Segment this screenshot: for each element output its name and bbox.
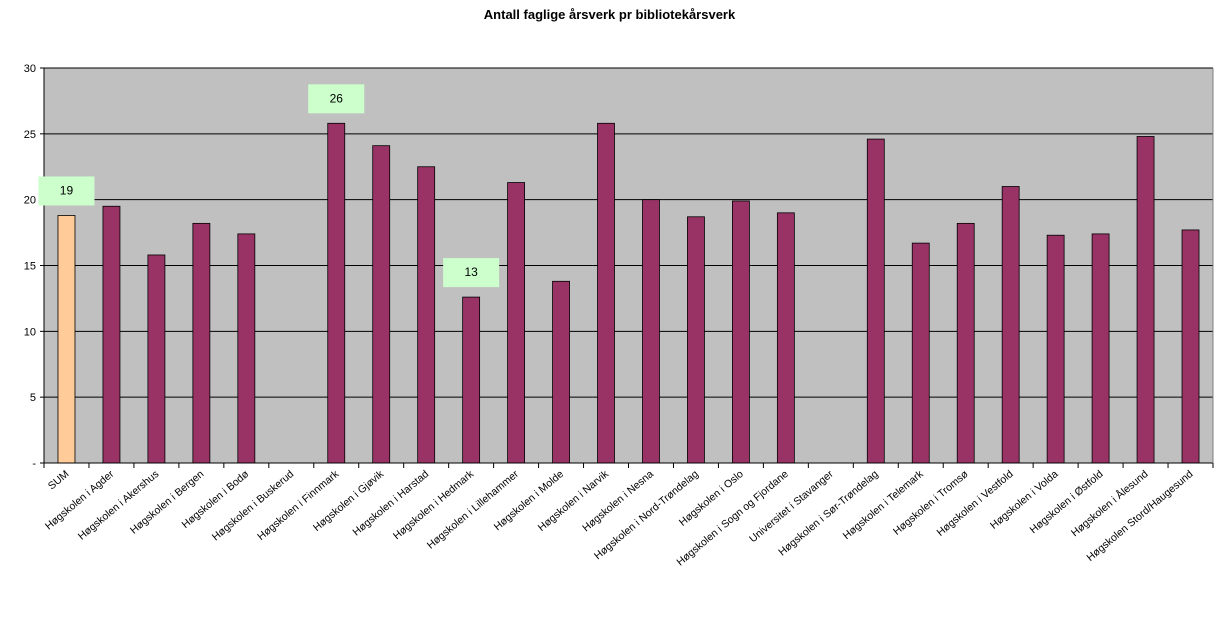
bar [192, 222, 211, 464]
x-tick-label: Universitet i Stavanger [747, 468, 836, 545]
bar [866, 138, 885, 464]
bar [1091, 233, 1110, 464]
x-tick-label: Høgskolen i Ålesund [1068, 467, 1150, 539]
bar [147, 254, 166, 464]
y-tick-label: - [32, 458, 36, 470]
x-tick-label: Høgskolen i Finnmark [255, 468, 342, 543]
bar [372, 145, 391, 464]
bar [732, 200, 750, 464]
bar [642, 199, 660, 464]
bar [1001, 186, 1020, 464]
bar [552, 280, 570, 464]
bar [327, 122, 346, 464]
bar [417, 166, 436, 464]
callouts: 19 26 13 [38, 84, 500, 288]
y-tick-label: 25 [24, 129, 36, 141]
callout-label: 26 [330, 91, 344, 105]
x-tick-label: Høgskolen i Telemark [841, 468, 926, 542]
y-tick-label: 10 [24, 326, 36, 338]
chart-title: Antall faglige årsverk pr bibliotekårsve… [483, 7, 736, 22]
y-tick-label: 20 [24, 195, 36, 207]
bar [911, 242, 930, 464]
bar [507, 182, 525, 464]
x-tick-label: SUM [46, 468, 72, 492]
bar [1046, 234, 1065, 464]
bar [776, 212, 795, 464]
y-axis-ticks: - 5 10 15 20 25 30 [24, 63, 44, 470]
bar [57, 215, 76, 464]
bar [237, 233, 256, 464]
x-tick-label: Høgskolen i Hedmark [391, 468, 477, 543]
bar [956, 222, 975, 464]
y-tick-label: 15 [24, 261, 36, 273]
x-tick-label: Høgskolen i Bergen [128, 468, 206, 537]
bar [597, 122, 615, 464]
x-tick-label: Høgskolen i Lillehammer [425, 468, 522, 552]
y-tick-label: 30 [24, 63, 36, 75]
bar [102, 205, 121, 464]
x-tick-label: Høgskolen i Akershus [76, 468, 162, 542]
bar [1181, 229, 1200, 464]
callout-box [443, 258, 500, 288]
bar [687, 216, 705, 464]
x-tick-label: Høgskolen i Harstad [351, 468, 432, 538]
bar [462, 296, 481, 464]
y-tick-label: 5 [30, 392, 36, 404]
x-tick-label: Høgskolen i Buskerud [210, 468, 297, 543]
x-tick-label: Høgskolen i Vestfold [935, 468, 1016, 539]
callout-box [308, 84, 365, 114]
bar [1136, 136, 1155, 464]
bars [57, 122, 1200, 464]
x-tick-label: Høgskolen i Tromsø [891, 468, 971, 538]
callout-label: 13 [464, 265, 478, 279]
callout-box [38, 176, 95, 206]
callout-label: 19 [60, 183, 74, 197]
